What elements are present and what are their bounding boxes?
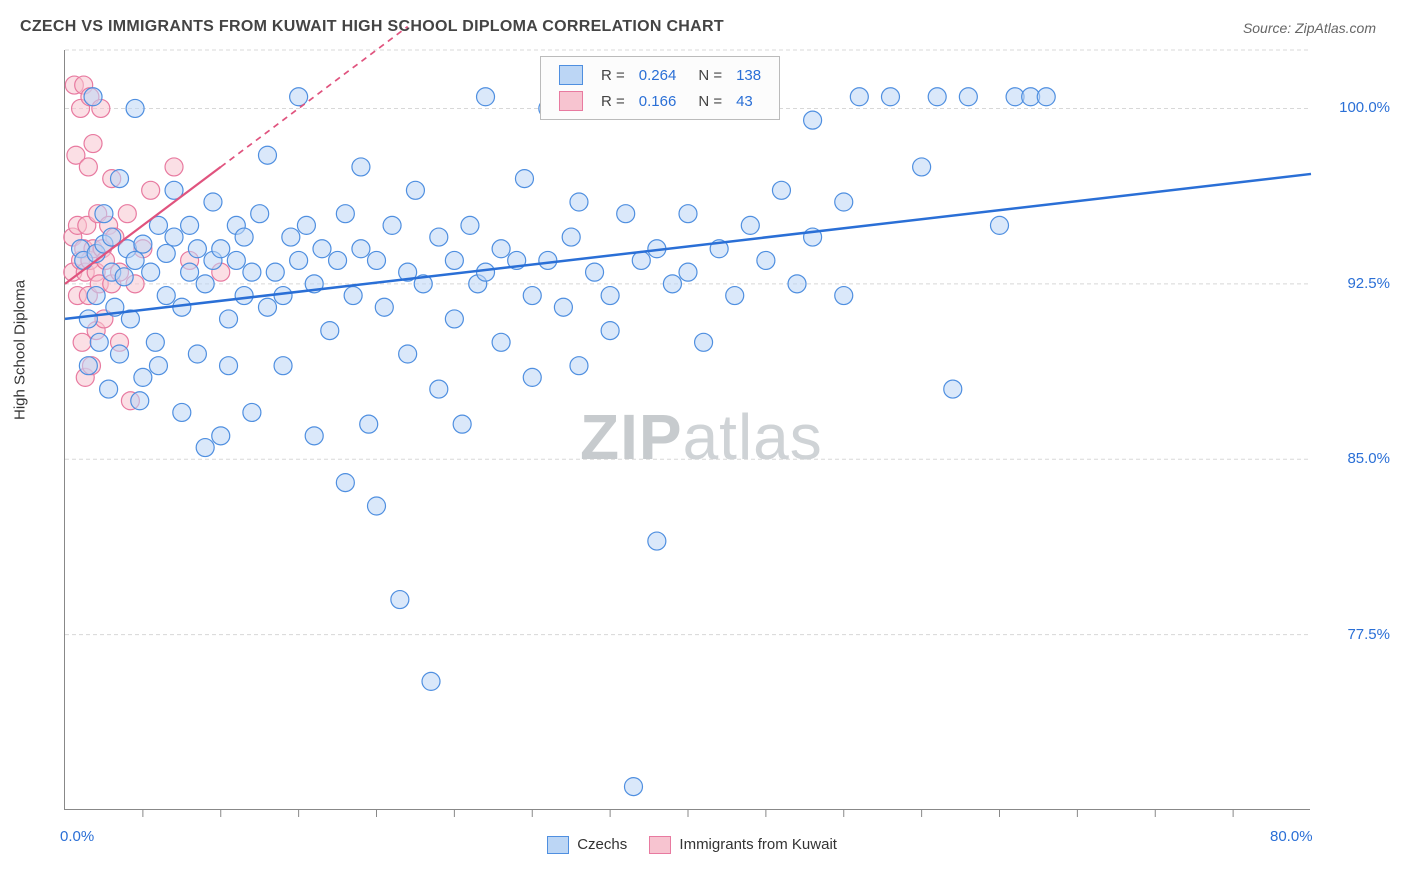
y-tick-label: 85.0% — [1320, 450, 1390, 467]
legend-series: Czechs Immigrants from Kuwait — [0, 836, 1406, 854]
legend-swatch — [559, 65, 583, 85]
legend-series-item: Immigrants from Kuwait — [649, 836, 837, 853]
chart-svg — [65, 50, 1311, 810]
y-tick-label: 92.5% — [1320, 275, 1390, 292]
legend-stats-row: R =0.264N =138 — [553, 63, 767, 87]
y-tick-label: 77.5% — [1320, 626, 1390, 643]
x-tick-label: 80.0% — [1270, 828, 1313, 845]
chart-title: CZECH VS IMMIGRANTS FROM KUWAIT HIGH SCH… — [20, 18, 724, 36]
y-axis-label: High School Diploma — [12, 280, 29, 420]
legend-swatch — [559, 91, 583, 111]
source-attribution: Source: ZipAtlas.com — [1243, 20, 1376, 36]
legend-series-item: Czechs — [547, 836, 627, 853]
legend-stats: R =0.264N =138R =0.166N =43 — [540, 56, 780, 120]
legend-swatch — [547, 836, 569, 854]
x-tick-label: 0.0% — [60, 828, 94, 845]
legend-swatch — [649, 836, 671, 854]
legend-stats-row: R =0.166N =43 — [553, 89, 767, 113]
y-tick-label: 100.0% — [1320, 99, 1390, 116]
plot-area — [64, 50, 1310, 810]
